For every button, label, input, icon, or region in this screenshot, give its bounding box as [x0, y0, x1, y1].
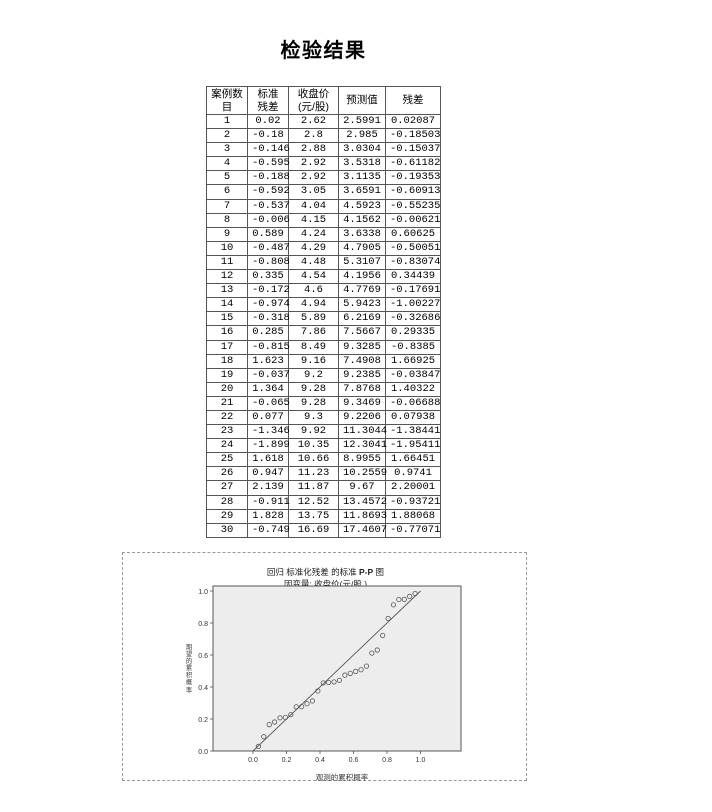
svg-text:0.2: 0.2	[282, 757, 292, 764]
svg-text:0.8: 0.8	[198, 621, 208, 628]
svg-text:0.6: 0.6	[349, 757, 359, 764]
svg-text:1.0: 1.0	[416, 757, 426, 764]
svg-text:0.8: 0.8	[382, 757, 392, 764]
svg-text:0.0: 0.0	[248, 757, 258, 764]
svg-text:0.4: 0.4	[315, 757, 325, 764]
svg-text:0.6: 0.6	[198, 653, 208, 660]
svg-text:0.2: 0.2	[198, 717, 208, 724]
svg-text:0.0: 0.0	[198, 749, 208, 756]
svg-text:1.0: 1.0	[198, 589, 208, 596]
svg-text:0.4: 0.4	[198, 685, 208, 692]
